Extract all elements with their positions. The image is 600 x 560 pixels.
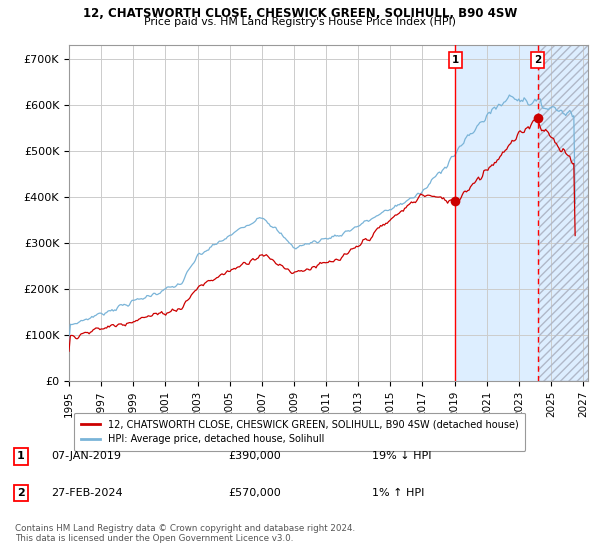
Text: 12, CHATSWORTH CLOSE, CHESWICK GREEN, SOLIHULL, B90 4SW: 12, CHATSWORTH CLOSE, CHESWICK GREEN, SO… bbox=[83, 7, 517, 20]
Text: Price paid vs. HM Land Registry's House Price Index (HPI): Price paid vs. HM Land Registry's House … bbox=[144, 17, 456, 27]
Bar bbox=[539, 45, 600, 381]
Text: 2: 2 bbox=[534, 55, 541, 65]
Text: 19% ↓ HPI: 19% ↓ HPI bbox=[372, 451, 431, 461]
Bar bbox=[455, 45, 539, 381]
Text: 07-JAN-2019: 07-JAN-2019 bbox=[51, 451, 121, 461]
Legend: 12, CHATSWORTH CLOSE, CHESWICK GREEN, SOLIHULL, B90 4SW (detached house), HPI: A: 12, CHATSWORTH CLOSE, CHESWICK GREEN, SO… bbox=[74, 413, 526, 451]
Text: £390,000: £390,000 bbox=[228, 451, 281, 461]
Text: 2: 2 bbox=[17, 488, 25, 498]
Text: £570,000: £570,000 bbox=[228, 488, 281, 498]
Text: This data is licensed under the Open Government Licence v3.0.: This data is licensed under the Open Gov… bbox=[15, 534, 293, 543]
Text: 1: 1 bbox=[452, 55, 459, 65]
Text: Contains HM Land Registry data © Crown copyright and database right 2024.: Contains HM Land Registry data © Crown c… bbox=[15, 524, 355, 533]
Text: 27-FEB-2024: 27-FEB-2024 bbox=[51, 488, 122, 498]
Text: 1: 1 bbox=[17, 451, 25, 461]
Text: 1% ↑ HPI: 1% ↑ HPI bbox=[372, 488, 424, 498]
Bar bbox=[539, 45, 600, 381]
